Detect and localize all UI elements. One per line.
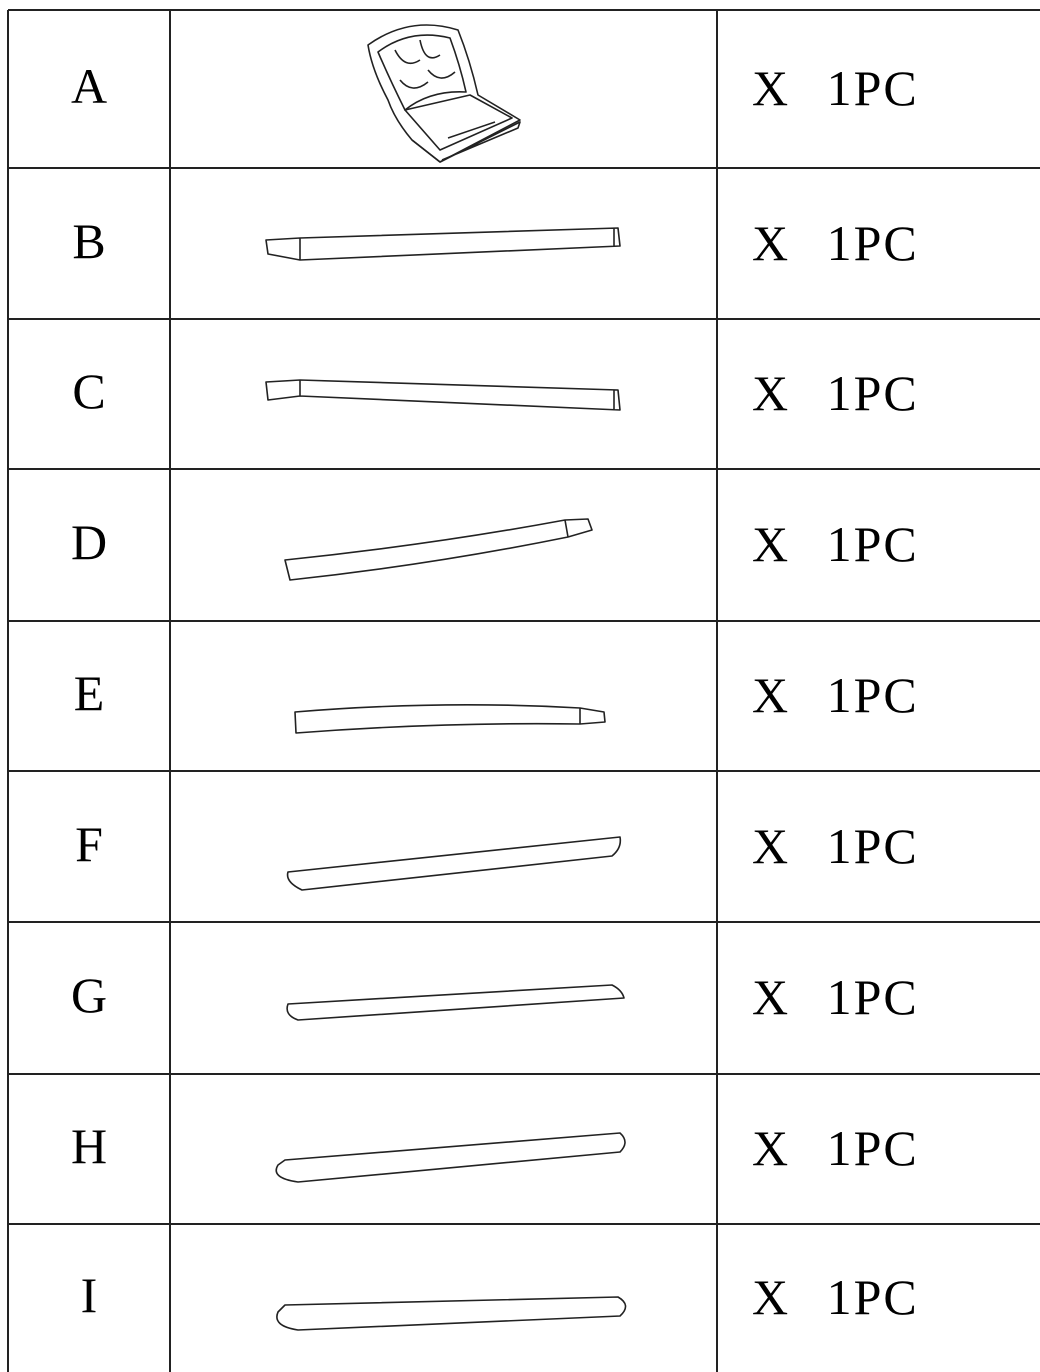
part-quantity: X 1PC bbox=[752, 1269, 919, 1325]
part-quantity: X 1PC bbox=[752, 365, 919, 421]
part-quantity: X 1PC bbox=[752, 667, 919, 723]
part-label: E bbox=[73, 665, 105, 721]
part-quantity: X 1PC bbox=[752, 817, 919, 874]
part-quantity: X 1PC bbox=[752, 60, 919, 116]
part-label: A bbox=[70, 58, 108, 114]
part-quantity: X 1PC bbox=[752, 214, 919, 271]
part-drawings bbox=[265, 227, 627, 1331]
part-label: D bbox=[70, 514, 108, 570]
chair-drawing bbox=[367, 24, 521, 163]
part-quantity: X 1PC bbox=[752, 1120, 919, 1176]
part-label: F bbox=[75, 815, 103, 872]
grid bbox=[7, 9, 1040, 1372]
part-quantity: X 1PC bbox=[752, 516, 919, 572]
part-label: B bbox=[72, 212, 106, 269]
part-label: I bbox=[80, 1267, 98, 1323]
part-label: C bbox=[72, 363, 106, 419]
part-quantity: X 1PC bbox=[752, 969, 919, 1025]
part-label: G bbox=[70, 967, 108, 1023]
part-label: H bbox=[70, 1118, 108, 1174]
